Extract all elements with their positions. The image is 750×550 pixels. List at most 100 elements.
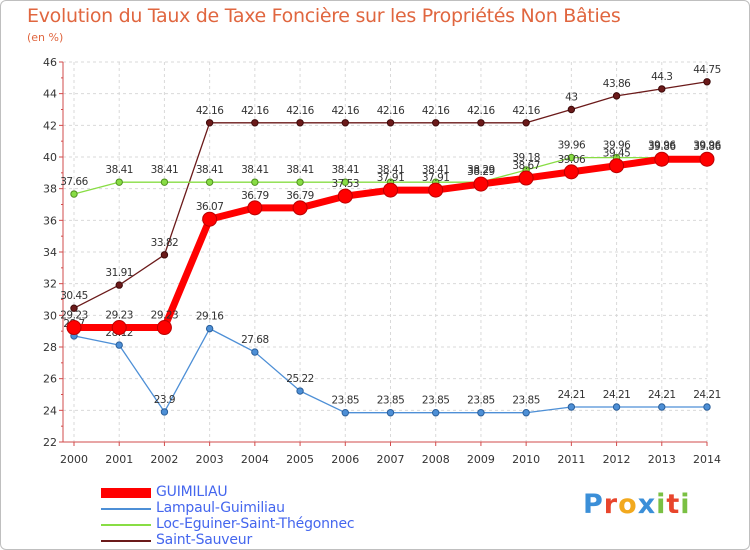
data-point-saint-sauveur <box>658 85 666 93</box>
data-point-guimiliau <box>247 200 263 216</box>
logo-letter: i <box>656 489 667 520</box>
data-label-loc-eguiner-saint-thegonnec: 38.41 <box>151 164 179 176</box>
data-label-saint-sauveur: 42.16 <box>332 105 360 117</box>
x-tick-label: 2011 <box>557 453 585 466</box>
data-point-lampaul-guimiliau <box>567 403 576 411</box>
data-label-loc-eguiner-saint-thegonnec: 38.41 <box>422 164 450 176</box>
y-tick-label: 38 <box>43 183 57 196</box>
data-label-lampaul-guimiliau: 24.21 <box>603 389 631 401</box>
y-tick-label: 22 <box>43 436 57 449</box>
data-point-lampaul-guimiliau <box>612 403 621 411</box>
data-point-loc-eguiner-saint-thegonnec <box>251 178 259 186</box>
chart-title: Evolution du Taux de Taxe Foncière sur l… <box>27 5 621 27</box>
data-label-loc-eguiner-saint-thegonnec: 39.96 <box>693 140 721 152</box>
y-tick-label: 46 <box>43 56 57 69</box>
data-label-guimiliau: 29.23 <box>105 310 133 322</box>
data-label-guimiliau: 29.23 <box>60 310 88 322</box>
data-point-lampaul-guimiliau <box>477 409 485 417</box>
y-tick-label: 40 <box>43 151 57 164</box>
x-tick-label: 2003 <box>196 453 224 466</box>
x-tick-label: 2001 <box>105 453 133 466</box>
data-point-saint-sauveur <box>522 119 530 127</box>
data-label-loc-eguiner-saint-thegonnec: 39.18 <box>512 152 540 164</box>
legend-item-lampaul-guimiliau: Lampaul-Guimiliau <box>101 501 401 517</box>
x-tick-label: 2014 <box>693 453 721 466</box>
x-tick-label: 2013 <box>648 453 676 466</box>
data-label-lampaul-guimiliau: 24.21 <box>648 389 676 401</box>
data-point-loc-eguiner-saint-thegonnec <box>296 178 304 186</box>
y-axis-unit: (en %) <box>27 31 64 44</box>
data-label-lampaul-guimiliau: 27.68 <box>241 334 269 346</box>
data-point-saint-sauveur <box>703 78 711 86</box>
y-tick-label: 24 <box>43 404 57 417</box>
data-label-lampaul-guimiliau: 23.85 <box>377 395 405 407</box>
data-point-saint-sauveur <box>296 119 304 127</box>
data-label-lampaul-guimiliau: 29.16 <box>196 311 224 323</box>
data-label-loc-eguiner-saint-thegonnec: 39.96 <box>648 140 676 152</box>
data-label-lampaul-guimiliau: 23.85 <box>512 395 540 407</box>
x-tick-label: 2008 <box>422 453 450 466</box>
logo-letter: r <box>603 489 619 520</box>
data-label-lampaul-guimiliau: 23.85 <box>332 395 360 407</box>
data-point-guimiliau <box>66 320 82 336</box>
logo-letter: o <box>618 489 638 520</box>
x-tick-label: 2007 <box>377 453 405 466</box>
legend-item-guimiliau: GUIMILIAU <box>101 485 401 501</box>
data-point-lampaul-guimiliau <box>386 409 395 417</box>
data-label-saint-sauveur: 42.16 <box>286 105 314 117</box>
data-label-lampaul-guimiliau: 24.21 <box>558 389 586 401</box>
x-tick-label: 2000 <box>60 453 88 466</box>
data-point-lampaul-guimiliau <box>115 341 123 349</box>
data-point-guimiliau <box>699 151 715 167</box>
legend-swatch <box>101 540 151 542</box>
data-point-lampaul-guimiliau <box>522 409 530 417</box>
data-label-saint-sauveur: 31.91 <box>105 267 133 279</box>
logo-letter: t <box>666 489 681 520</box>
data-label-saint-sauveur: 42.16 <box>241 105 269 117</box>
data-label-saint-sauveur: 42.16 <box>512 105 540 117</box>
logo-letter: P <box>583 489 604 520</box>
data-label-loc-eguiner-saint-thegonnec: 38.41 <box>196 164 224 176</box>
data-point-saint-sauveur <box>115 281 123 289</box>
data-label-guimiliau: 37.91 <box>377 172 405 184</box>
data-point-lampaul-guimiliau <box>296 387 304 395</box>
chart-legend: GUIMILIAU Lampaul-Guimiliau Loc-Eguiner-Sa… <box>101 485 401 549</box>
data-point-saint-sauveur <box>567 105 576 114</box>
y-tick-label: 42 <box>43 119 57 132</box>
data-label-saint-sauveur: 43 <box>565 92 577 104</box>
legend-label: GUIMILIAU <box>156 484 228 500</box>
data-point-saint-sauveur <box>341 119 349 127</box>
x-tick-label: 2010 <box>512 453 540 466</box>
data-point-guimiliau <box>563 164 579 180</box>
data-label-guimiliau: 38.67 <box>512 160 540 172</box>
y-tick-label: 30 <box>43 309 57 322</box>
data-point-guimiliau <box>292 200 308 216</box>
y-tick-label: 34 <box>43 246 57 259</box>
data-point-lampaul-guimiliau <box>205 324 214 333</box>
data-label-saint-sauveur: 44.75 <box>693 64 721 76</box>
data-point-lampaul-guimiliau <box>341 409 349 417</box>
data-point-lampaul-guimiliau <box>703 403 711 411</box>
y-tick-label: 44 <box>43 88 57 101</box>
data-label-loc-eguiner-saint-thegonnec: 39.96 <box>558 140 586 152</box>
data-point-saint-sauveur <box>386 119 395 127</box>
data-label-saint-sauveur: 42.16 <box>422 105 450 117</box>
data-point-loc-eguiner-saint-thegonnec <box>567 153 576 162</box>
legend-item-saint-sauveur: Saint-Sauveur <box>101 533 401 549</box>
legend-label: Loc-Eguiner-Saint-Thégonnec <box>156 516 355 532</box>
data-label-lampaul-guimiliau: 24.21 <box>693 389 721 401</box>
data-point-saint-sauveur <box>432 119 440 127</box>
data-label-guimiliau: 39.86 <box>648 141 676 153</box>
data-label-loc-eguiner-saint-thegonnec: 37.66 <box>60 176 88 188</box>
data-point-guimiliau <box>428 182 444 198</box>
data-point-guimiliau <box>383 182 398 198</box>
data-label-guimiliau: 39.06 <box>558 154 586 166</box>
data-label-loc-eguiner-saint-thegonnec: 38.41 <box>286 164 314 176</box>
y-tick-label: 36 <box>43 214 57 227</box>
data-point-guimiliau <box>202 211 218 227</box>
legend-label: Saint-Sauveur <box>156 532 253 548</box>
data-label-lampaul-guimiliau: 25.22 <box>286 373 314 385</box>
y-tick-label: 26 <box>43 373 57 386</box>
data-label-saint-sauveur: 30.45 <box>60 290 88 302</box>
